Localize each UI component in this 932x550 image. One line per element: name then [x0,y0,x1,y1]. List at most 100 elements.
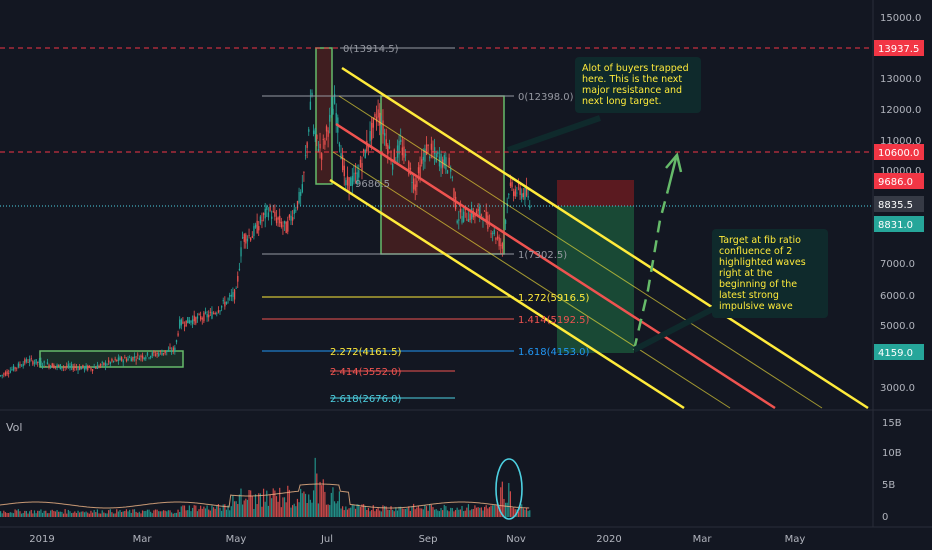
volume-bar [16,510,18,517]
candle-body [456,220,458,223]
candle-body [525,187,528,196]
candle-body [440,154,442,169]
candle-body [91,369,94,372]
volume-bar [119,510,121,517]
candle-body [511,181,513,188]
volume-bar [490,505,492,517]
candle-body [161,352,163,356]
candle-body [145,357,147,359]
volume-bar [522,508,524,517]
volume-bar [185,510,187,517]
candle-body [513,191,515,197]
volume-bar [272,488,274,517]
volume-tick-label: 15B [882,418,902,429]
candle-body [182,321,184,324]
volume-bar [372,505,374,517]
volume-bar [472,509,474,517]
price-tick-label: 15000.0 [880,13,921,24]
candle-body [104,362,107,367]
candle-body [122,360,124,363]
candle-body [138,358,141,360]
volume-bar [51,509,53,517]
volume-bar [196,511,199,517]
volume-bar [396,510,399,517]
candle-body [374,113,376,117]
volume-bar [454,510,457,517]
candle-body [61,367,63,369]
candle-body [324,140,326,145]
volume-bar [175,512,178,517]
volume-bar [37,510,39,517]
volume-bar [132,509,134,517]
volume-bar [240,488,242,517]
time-tick-label: Mar [693,534,713,545]
candle-body [82,364,84,368]
volume-bar [127,511,129,517]
channel-line [335,122,776,410]
volume-bar [448,511,450,517]
candle-body [190,320,192,323]
candle-body [492,233,494,235]
candle-body [46,362,49,365]
volume-bar [342,506,344,517]
candle-body [392,163,394,170]
candle-body [135,359,137,361]
candle-body [0,375,2,377]
time-tick-label: Nov [506,534,526,545]
volume-bar [492,505,494,517]
candle-body [477,208,479,212]
candle-body [67,364,70,368]
volume-bar [237,503,239,517]
volume-bar [124,511,126,517]
volume-bar [511,507,513,517]
volume-bar [451,508,453,517]
volume-bar [158,511,160,517]
candle-body [496,236,499,239]
candle-body [167,349,170,352]
volume-bar [45,510,47,517]
candle-body [443,155,445,166]
volume-bar [416,507,418,517]
candle-body [143,357,145,360]
candle-body [87,365,89,370]
candle-body [333,93,336,104]
candle-body [358,170,360,178]
candle-body [222,300,224,302]
candle-body [296,201,299,209]
volume-bar [200,505,202,517]
candle-body [453,188,455,199]
candle-body [245,234,247,244]
volume-bar [125,509,128,517]
volume-bar [88,513,90,517]
volume-bar [172,513,174,517]
candle-body [519,187,521,195]
candle-body [133,356,136,358]
candle-body [259,216,262,224]
volume-bar [204,508,207,517]
candle-body [129,357,131,359]
price-pane [0,0,873,410]
volume-bar [104,513,107,517]
candle-body [41,365,44,367]
channel-line [332,151,731,409]
volume-bar [85,511,87,517]
candle-body [30,358,32,360]
volume-bar [35,513,37,517]
volume-bar [417,505,420,517]
candle-body [311,92,313,96]
candle-body [427,144,429,146]
candle-body [340,153,342,160]
volume-bar [87,512,89,517]
price-tag [874,144,924,160]
volume-bar [335,503,337,517]
candle-body [195,317,197,324]
candle-body [183,325,186,327]
volume-bar [174,512,176,517]
volume-bar [487,508,489,517]
candle-body [522,192,525,198]
channel-line [329,178,685,410]
volume-bar [137,512,139,517]
candle-body [193,315,195,322]
volume-bar [235,501,237,517]
